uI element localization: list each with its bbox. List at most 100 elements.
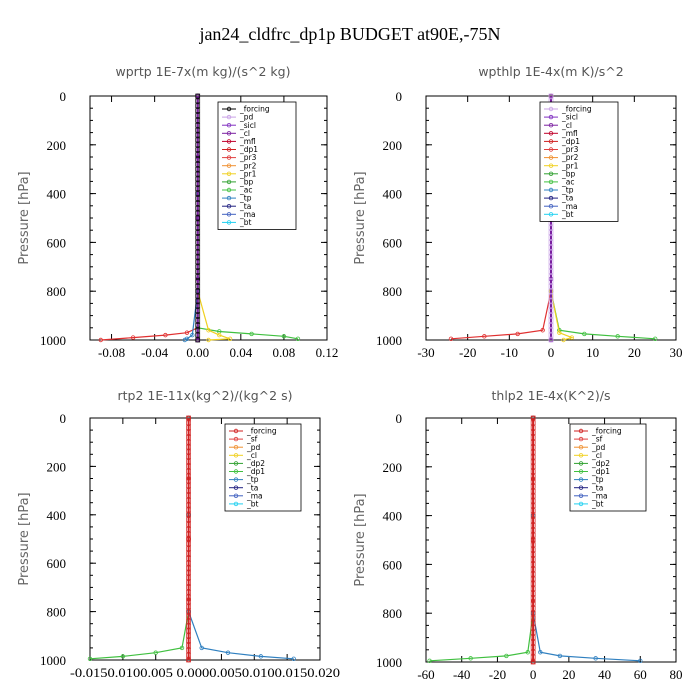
profile-marker <box>186 609 191 614</box>
y-tick-label: 200 <box>47 138 67 153</box>
profile-marker <box>530 610 536 616</box>
profile-marker <box>530 454 536 460</box>
profile-marker <box>195 205 201 211</box>
y-tick-label: 400 <box>383 187 403 202</box>
profile-marker <box>530 557 536 562</box>
profile-marker <box>195 113 201 118</box>
profile-marker <box>530 518 536 523</box>
legend-entry: _ma <box>239 210 256 219</box>
profile-marker <box>186 449 191 455</box>
profile-marker <box>548 259 554 265</box>
y-tick-label: 0 <box>396 89 403 104</box>
data-point <box>515 331 520 337</box>
data-point <box>582 331 587 337</box>
profile-marker <box>186 502 191 508</box>
profile-marker <box>195 122 201 128</box>
x-tick-label: -20 <box>459 345 476 360</box>
profile-marker <box>186 420 191 426</box>
series-line-dp1 <box>450 96 552 340</box>
profile-marker <box>530 474 536 479</box>
legend-box <box>217 101 297 230</box>
profile-marker <box>548 235 554 240</box>
x-tick-label: 30 <box>670 345 683 360</box>
x-tick-labels: -0.0150.0100.005 0.0000.0050.0100.0150.0… <box>70 665 340 680</box>
y-tick-label: 600 <box>383 235 403 250</box>
profile-marker <box>530 425 536 431</box>
legend-marker <box>578 477 584 482</box>
legend-marker <box>226 131 232 136</box>
profile-marker <box>195 327 201 333</box>
data-point <box>538 650 543 655</box>
profile-marker <box>530 483 536 489</box>
data-point <box>206 337 211 343</box>
data-point <box>504 653 509 659</box>
profile-marker <box>548 254 554 260</box>
profile-marker <box>186 643 191 648</box>
legend-entry: _pr3 <box>561 145 579 154</box>
legend-marker <box>548 122 554 128</box>
data-point <box>593 656 598 661</box>
profile-marker <box>548 288 554 294</box>
profile-marker <box>195 279 201 284</box>
profile-marker <box>195 230 201 235</box>
legend-marker <box>578 493 584 498</box>
legend-entry: _ta <box>239 202 251 211</box>
data-point <box>468 656 473 661</box>
profile-marker <box>195 181 201 187</box>
legend-entry: _pr1 <box>561 161 579 170</box>
data-point <box>258 654 264 659</box>
legend-entry: _ma <box>246 491 263 500</box>
y-tick-label: 800 <box>383 606 403 621</box>
profile-marker <box>530 596 536 601</box>
profile-marker <box>186 522 191 527</box>
legend-marker <box>578 501 584 507</box>
profile-marker <box>530 537 536 543</box>
profile-marker <box>186 430 191 435</box>
legend-marker <box>226 179 232 185</box>
profile-marker <box>186 541 191 547</box>
legend-entry: _pr2 <box>561 153 579 162</box>
data-point <box>281 334 287 339</box>
legend-entry: _sf <box>591 435 603 444</box>
profile-marker <box>195 93 201 99</box>
profile-marker <box>195 313 201 318</box>
legend-entry: _dp1 <box>246 467 265 476</box>
profile-marker <box>530 464 536 470</box>
profile-marker <box>186 478 191 484</box>
legend-entry: _cl <box>239 129 250 138</box>
legend-marker <box>578 461 584 466</box>
legend-entry: _ma <box>561 202 578 211</box>
profile-marker <box>195 225 201 231</box>
legend-entry: _sf <box>246 435 258 444</box>
profile-marker <box>548 323 554 328</box>
y-tick-label: 0 <box>396 411 403 426</box>
legend-marker <box>233 428 239 434</box>
data-point <box>427 658 432 663</box>
legend-entry: _bt <box>561 210 574 219</box>
profile-marker <box>548 327 554 333</box>
profile-marker <box>195 318 201 323</box>
y-tick-label: 200 <box>47 459 67 474</box>
data-point <box>186 597 191 602</box>
legend-entry: _tp <box>239 194 252 203</box>
data-point <box>195 276 200 282</box>
legend-entry: _tp <box>561 186 574 195</box>
panel-title: wprtp 1E-7x(m kg)/(s^2 kg) <box>116 64 291 79</box>
legend-entry: _ta <box>246 483 258 492</box>
legend-marker <box>548 163 554 168</box>
profile-marker <box>195 293 201 299</box>
legend-marker <box>233 477 239 482</box>
profile-marker <box>530 649 536 655</box>
legend-marker <box>548 131 554 136</box>
legend-entry: _dp2 <box>591 459 610 468</box>
profile-marker <box>548 298 554 304</box>
data-point <box>120 654 126 659</box>
profile-marker <box>195 240 201 245</box>
profile-marker <box>186 439 191 445</box>
data-point <box>153 650 158 655</box>
profile-marker <box>195 132 201 138</box>
data-point <box>199 645 204 651</box>
profile-marker <box>186 473 191 479</box>
legend-entry: _pd <box>239 113 254 122</box>
data-point <box>190 332 195 338</box>
